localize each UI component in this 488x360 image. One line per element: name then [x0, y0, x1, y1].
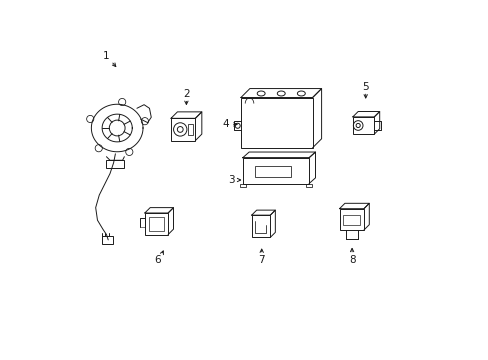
Bar — [339, 209, 363, 230]
Bar — [251, 215, 270, 237]
Bar — [242, 158, 308, 184]
Text: 8: 8 — [348, 255, 355, 265]
Bar — [188, 124, 193, 135]
Bar — [343, 215, 360, 225]
Bar — [149, 217, 163, 231]
Text: 2: 2 — [183, 89, 189, 99]
Bar — [106, 160, 123, 168]
Text: 7: 7 — [258, 255, 264, 265]
Text: 6: 6 — [154, 255, 161, 265]
Text: 1: 1 — [103, 51, 109, 61]
Bar — [102, 235, 112, 244]
Bar — [352, 117, 373, 134]
Bar — [241, 98, 312, 148]
Text: 3: 3 — [228, 175, 235, 185]
Bar — [305, 184, 311, 187]
Bar — [171, 118, 195, 140]
Bar — [254, 166, 290, 177]
Bar — [144, 213, 168, 234]
Text: 5: 5 — [362, 82, 368, 92]
Bar — [239, 184, 245, 187]
Text: 4: 4 — [222, 120, 229, 129]
